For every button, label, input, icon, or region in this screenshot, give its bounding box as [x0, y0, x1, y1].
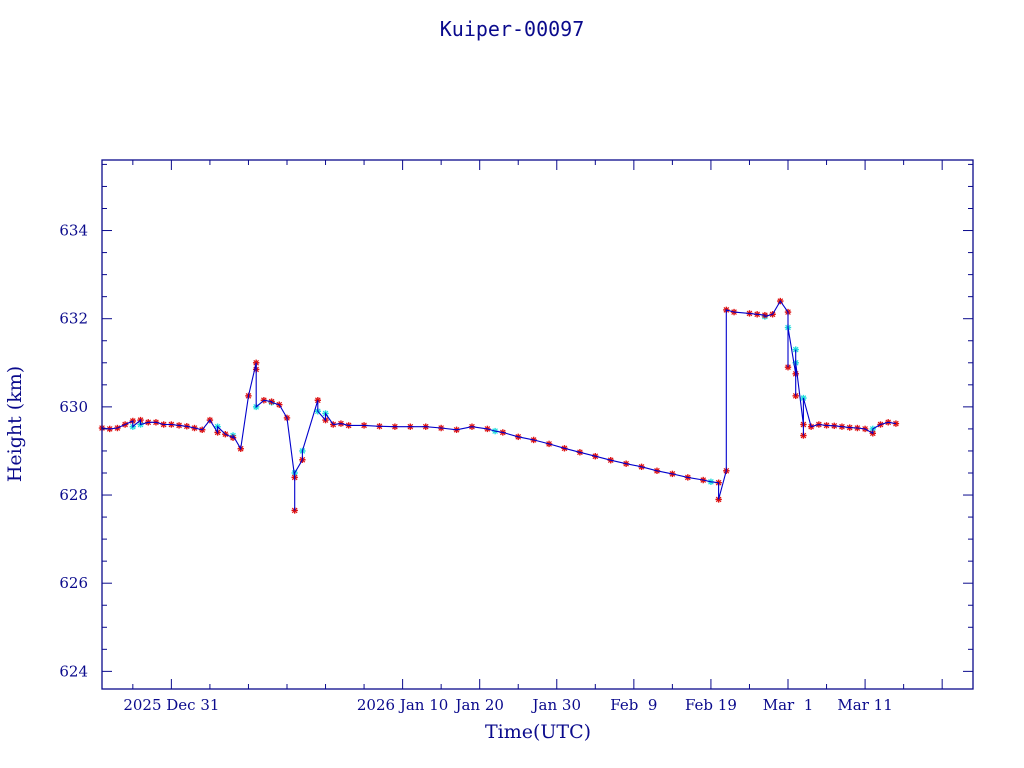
x-tick-label: Mar 1 — [763, 696, 814, 714]
x-tick-label: Jan 30 — [531, 696, 581, 714]
y-tick-label: 632 — [59, 310, 88, 328]
y-tick-label: 624 — [59, 662, 88, 680]
plot-frame — [101, 159, 974, 690]
y-tick-label: 634 — [59, 222, 88, 240]
chart-title: Kuiper-00097 — [440, 17, 585, 41]
data-markers — [98, 297, 900, 514]
tick-labels: 624 626 628 630 632 634 2025 Dec 31 2026 Jan 10… — [59, 222, 892, 714]
series-line — [101, 300, 896, 511]
data-line — [101, 300, 896, 511]
y-tick-label: 628 — [59, 486, 88, 504]
y-axis-label: Height (km) — [4, 366, 26, 482]
y-tick-label: 630 — [59, 398, 88, 416]
x-tick-label: Feb 19 — [685, 696, 737, 714]
x-tick-label: Jan 20 — [453, 696, 503, 714]
x-tick-label: Mar 11 — [837, 696, 892, 714]
y-tick-label: 626 — [59, 574, 88, 592]
x-axis-label: Time(UTC) — [485, 721, 591, 743]
axis-ticks — [102, 160, 973, 689]
x-tick-label: Feb 9 — [610, 696, 657, 714]
x-tick-label: 2025 Dec 31 — [123, 696, 219, 714]
x-tick-label: 2026 Jan 10 — [357, 696, 448, 714]
data-point — [792, 346, 799, 353]
